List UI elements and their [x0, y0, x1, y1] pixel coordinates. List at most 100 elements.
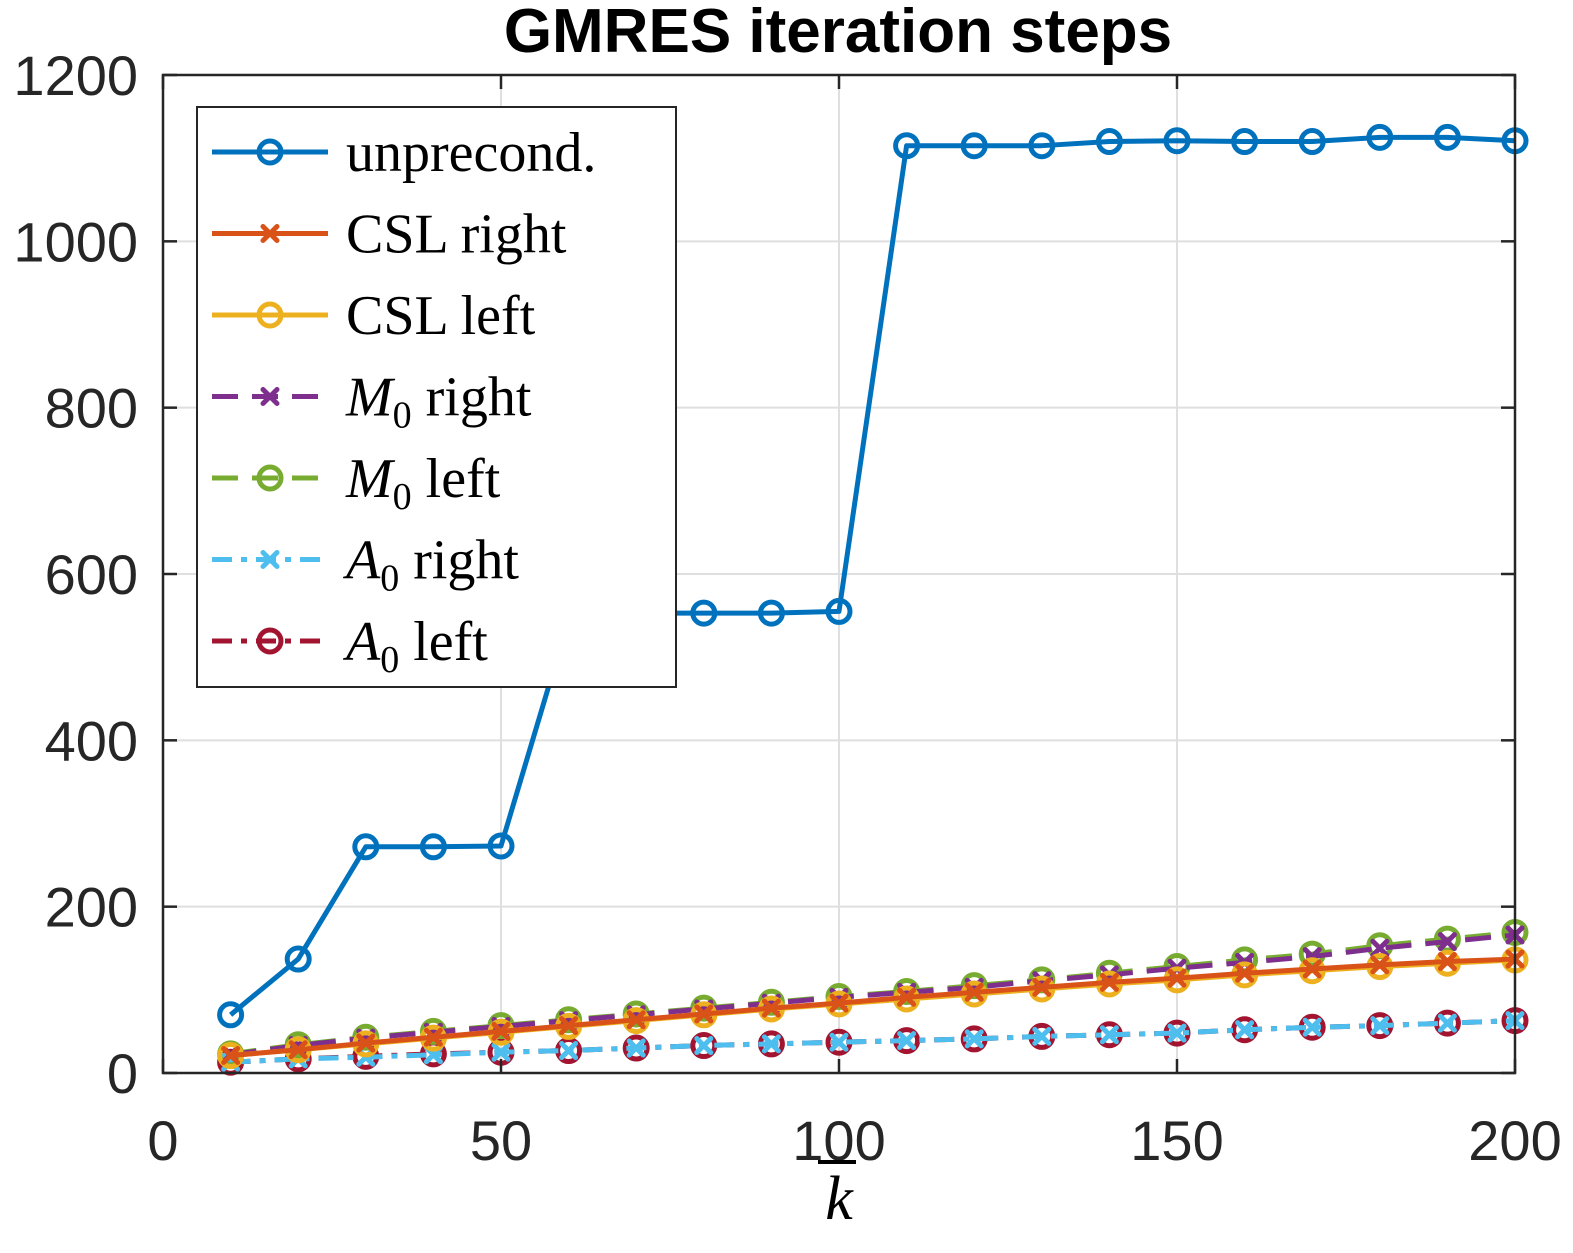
data-point	[690, 599, 718, 627]
data-point	[761, 1034, 781, 1054]
x-tick-label: 50	[470, 1109, 532, 1172]
data-point	[1235, 1020, 1255, 1040]
data-point	[1028, 132, 1056, 160]
data-point	[491, 1021, 511, 1041]
y-tick-labels: 0 200 400 600 800 1000 1200	[13, 44, 138, 1105]
legend-label: CSL left	[346, 285, 536, 347]
legend-entry: M0 left	[212, 448, 501, 518]
x-tick-label: 0	[147, 1109, 178, 1172]
data-point	[626, 1038, 646, 1058]
legend-entry: CSL left	[212, 285, 536, 347]
series-line	[230, 1018, 1516, 1065]
legend-entry: M0 right	[212, 367, 532, 437]
data-point	[897, 1031, 917, 1051]
data-point	[487, 832, 515, 860]
legend-marker-sample	[256, 464, 284, 492]
data-point	[694, 1036, 714, 1056]
legend-marker-sample	[260, 224, 280, 243]
x-axis-label: k	[818, 1160, 856, 1233]
data-point	[221, 1046, 241, 1066]
y-tick-label: 200	[45, 876, 138, 939]
data-point	[1095, 128, 1123, 156]
legend-marker-sample	[260, 387, 280, 406]
legend-label: M0 left	[345, 448, 501, 518]
y-tick-label: 1000	[13, 210, 138, 273]
data-point	[964, 982, 984, 1002]
data-point	[356, 1033, 376, 1053]
data-point	[1032, 1026, 1052, 1046]
data-point	[559, 1016, 579, 1036]
legend-entry: A0 right	[212, 530, 519, 600]
data-point	[1366, 123, 1394, 151]
data-point	[694, 1004, 714, 1024]
data-point	[622, 1034, 650, 1062]
legend-marker-sample	[256, 301, 284, 329]
data-point	[284, 945, 312, 973]
y-tick-label: 600	[45, 543, 138, 606]
legend-entries: unprecond. CSL right CSL left M0 right M0 le…	[212, 122, 596, 681]
series-layer	[217, 123, 1529, 1076]
data-point	[960, 132, 988, 160]
y-tick-label: 1200	[13, 44, 138, 107]
data-point	[1437, 952, 1457, 972]
series-line	[230, 956, 1516, 1059]
y-tick-label: 400	[45, 709, 138, 772]
legend: unprecond. CSL right CSL left M0 right M0 le…	[196, 106, 677, 688]
data-point	[893, 132, 921, 160]
x-tick-label: 200	[1468, 1109, 1561, 1172]
data-point	[1167, 1023, 1187, 1043]
legend-marker-sample	[256, 627, 284, 655]
data-point	[1298, 128, 1326, 156]
data-point	[825, 597, 853, 625]
x-tick-labels: 0 50 100 150 200	[147, 1109, 1561, 1172]
tick-marks	[161, 73, 1517, 1075]
data-point	[829, 993, 849, 1013]
data-point	[1437, 932, 1457, 952]
data-point	[1302, 1017, 1322, 1037]
data-point	[1370, 938, 1390, 958]
data-point	[1437, 1013, 1457, 1033]
legend-entry: A0 left	[212, 611, 488, 681]
data-point	[423, 1027, 443, 1047]
data-point	[1302, 959, 1322, 979]
data-point	[897, 987, 917, 1007]
legend-entry: unprecond.	[212, 122, 596, 184]
x-axis-label-text: k	[825, 1165, 854, 1233]
data-point	[626, 1010, 646, 1030]
legend-marker-sample	[260, 550, 280, 569]
y-tick-label: 0	[107, 1042, 138, 1105]
legend-label: A0 right	[342, 530, 519, 600]
series-a0-right	[221, 1011, 1525, 1072]
data-point	[829, 1032, 849, 1052]
data-point	[1235, 963, 1255, 983]
x-tick-label: 150	[1130, 1109, 1223, 1172]
legend-label: M0 right	[345, 367, 532, 437]
series-unprecond-	[217, 123, 1529, 1029]
data-point	[491, 1042, 511, 1062]
data-point	[964, 1029, 984, 1049]
data-point	[1099, 972, 1119, 992]
legend-label: A0 left	[342, 611, 488, 681]
data-point	[217, 1001, 245, 1029]
data-point	[559, 1041, 579, 1061]
legend-label: unprecond.	[346, 122, 596, 184]
legend-entry: CSL right	[212, 204, 567, 266]
data-point	[1167, 968, 1187, 988]
data-point	[1032, 977, 1052, 997]
data-point	[1370, 1016, 1390, 1036]
data-point	[757, 599, 785, 627]
data-point	[761, 998, 781, 1018]
data-point	[288, 1040, 308, 1060]
data-point	[1370, 955, 1390, 975]
chart-title: GMRES iteration steps	[504, 0, 1172, 66]
legend-marker-sample	[256, 138, 284, 166]
data-point	[419, 833, 447, 861]
data-point	[1433, 123, 1461, 151]
legend-label: CSL right	[346, 204, 567, 266]
data-point	[352, 833, 380, 861]
data-point	[1163, 127, 1191, 155]
y-tick-label: 800	[45, 377, 138, 440]
data-point	[1231, 128, 1259, 156]
data-point	[1099, 1025, 1119, 1045]
